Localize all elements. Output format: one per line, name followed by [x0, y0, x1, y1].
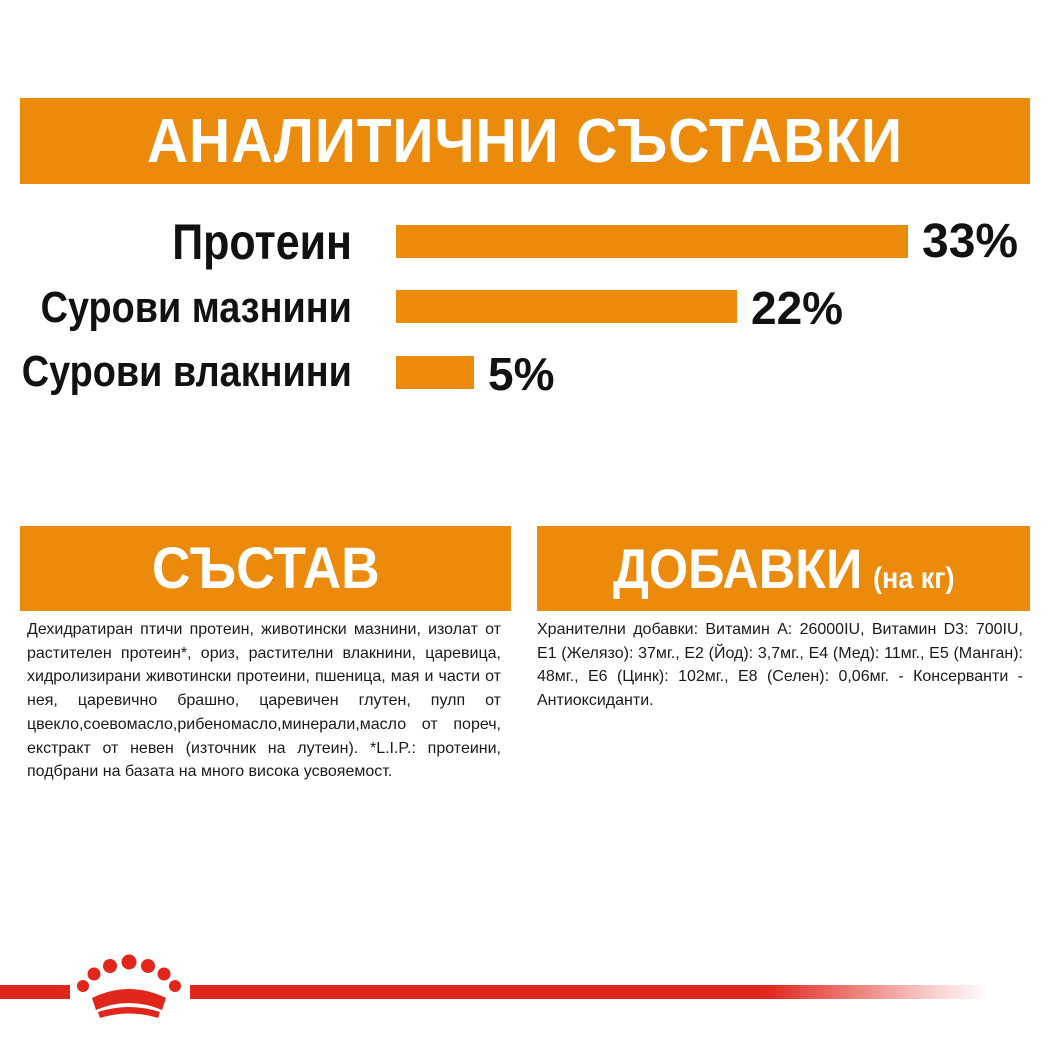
nutrient-row-fibre: Сурови влакнини 5%	[0, 342, 1049, 402]
crown-icon	[77, 954, 181, 1018]
nutrient-value: 22%	[751, 282, 844, 334]
composition-text: Дехидратиран птичи протеин, животински м…	[27, 621, 501, 781]
nutrient-row-protein: Протеин 33%	[0, 212, 1049, 272]
additives-text: Хранителни добавки: Витамин А: 26000IU, …	[537, 621, 1023, 710]
analytic-constituents-title: Аналитични съставки	[146, 106, 903, 176]
nutrient-value: 5%	[488, 348, 555, 400]
nutrient-bar	[396, 225, 908, 258]
additives-banner: Добавки (на кг)	[537, 526, 1030, 611]
nutrient-label: Сурови влакнини	[21, 347, 352, 396]
nutrient-row-fat: Сурови мазнини 22%	[0, 278, 1049, 338]
additives-title-wrap: Добавки (на кг)	[613, 536, 955, 601]
additives-subtitle: (на кг)	[872, 562, 955, 595]
composition-banner: Състав	[20, 526, 511, 611]
nutrient-label: Сурови мазнини	[40, 283, 352, 332]
composition-title: Състав	[151, 536, 380, 601]
footer-line-left	[0, 985, 70, 999]
nutrient-value: 33%	[922, 215, 1019, 268]
footer-line-right	[190, 985, 990, 999]
nutrient-bar	[396, 290, 737, 323]
additives-title: Добавки	[612, 537, 862, 600]
nutrient-bar	[396, 356, 474, 389]
nutrient-label: Протеин	[172, 214, 352, 270]
analytic-constituents-banner: Аналитични съставки	[20, 98, 1030, 184]
